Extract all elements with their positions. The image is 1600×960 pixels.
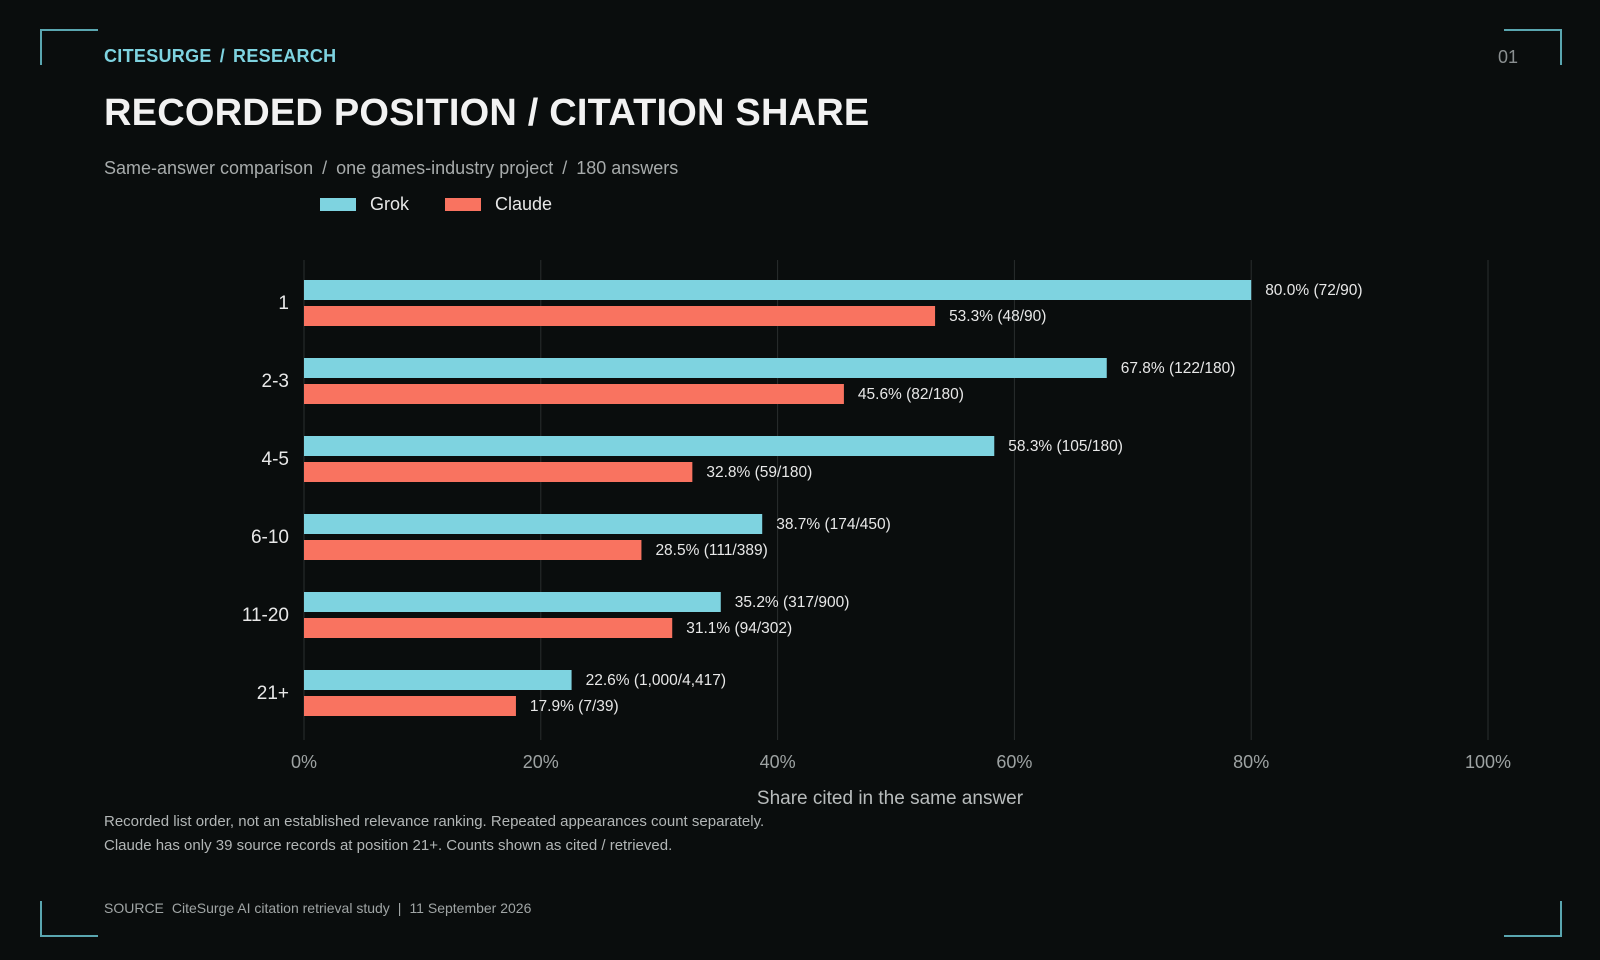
source-line: SOURCE CiteSurge AI citation retrieval st…	[104, 900, 531, 916]
bar-claude	[304, 306, 936, 326]
legend-swatch-claude	[445, 198, 482, 211]
source-date: 11 September 2026	[409, 900, 532, 916]
chart-legend: Grok Claude	[320, 194, 588, 215]
data-label: 53.3% (48/90)	[949, 308, 1046, 325]
data-label: 45.6% (82/180)	[858, 386, 964, 403]
source-label: SOURCE	[104, 900, 164, 916]
bar-claude	[304, 618, 673, 638]
y-category-label: 4-5	[262, 449, 289, 470]
data-label: 38.7% (174/450)	[776, 516, 891, 533]
breadcrumb-section: RESEARCH	[233, 46, 337, 66]
bar-grok	[304, 436, 995, 456]
x-tick-label: 80%	[1233, 752, 1269, 772]
bar-claude	[304, 462, 693, 482]
note-line: Recorded list order, not an established …	[104, 813, 765, 830]
y-category-label: 1	[278, 293, 289, 314]
data-label: 58.3% (105/180)	[1008, 438, 1123, 455]
x-axis-label: Share cited in the same answer	[757, 788, 1024, 809]
x-tick-label: 40%	[760, 752, 796, 772]
subtitle-part: Same-answer comparison	[104, 158, 314, 178]
bar-grok	[304, 670, 572, 690]
y-category-label: 2-3	[262, 371, 289, 392]
data-label: 22.6% (1,000/4,417)	[586, 672, 726, 689]
data-label: 28.5% (111/389)	[655, 542, 767, 559]
breadcrumb-separator: /	[219, 46, 226, 66]
subtitle-separator: /	[322, 158, 328, 178]
x-tick-label: 0%	[291, 752, 317, 772]
data-label: 31.1% (94/302)	[686, 620, 792, 637]
bar-claude	[304, 696, 516, 716]
bar-grok	[304, 514, 763, 534]
frame-corner-top-right	[1504, 29, 1562, 65]
bar-chart: 0% 20% 40% 60% 80% 100% Share cited in the sam…	[242, 260, 1511, 809]
y-category-label: 11-20	[242, 605, 289, 626]
data-label: 67.8% (122/180)	[1121, 360, 1236, 377]
x-tick-label: 100%	[1465, 752, 1511, 772]
source-text: CiteSurge AI citation retrieval study	[171, 900, 390, 916]
data-label: 80.0% (72/90)	[1265, 282, 1362, 299]
page-number: 01	[1497, 47, 1518, 67]
note-line: Claude has only 39 source records at pos…	[104, 837, 673, 854]
legend-label-grok: Grok	[370, 194, 410, 214]
subtitle-part: 180 answers	[576, 158, 679, 178]
x-tick-label: 60%	[996, 752, 1032, 772]
data-label: 35.2% (317/900)	[735, 594, 850, 611]
legend-item-grok: Grok	[320, 194, 409, 215]
subtitle: Same-answer comparison / one games-industr…	[104, 158, 678, 179]
frame-corner-bottom-right	[1504, 901, 1562, 937]
y-category-label: 6-10	[251, 527, 289, 548]
bar-claude	[304, 384, 844, 404]
breadcrumb-brand: CITESURGE	[104, 46, 212, 66]
bar-grok	[304, 592, 721, 612]
bar-grok	[304, 280, 1252, 300]
x-tick-label: 20%	[523, 752, 559, 772]
frame-corner-top-left	[40, 29, 98, 65]
legend-item-claude: Claude	[445, 194, 552, 215]
bar-grok	[304, 358, 1107, 378]
data-label: 32.8% (59/180)	[706, 464, 812, 481]
frame-corner-bottom-left	[40, 901, 98, 937]
legend-swatch-grok	[320, 198, 356, 211]
legend-label-claude: Claude	[495, 194, 553, 214]
data-label: 17.9% (7/39)	[530, 698, 619, 715]
subtitle-part: one games-industry project	[336, 158, 554, 178]
subtitle-separator: /	[562, 158, 568, 178]
chart-notes: Recorded list order, not an established …	[104, 810, 764, 858]
bar-claude	[304, 540, 642, 560]
source-separator: |	[397, 900, 402, 916]
page-title: RECORDED POSITION / CITATION SHARE	[104, 92, 870, 134]
y-category-label: 21+	[257, 683, 289, 704]
breadcrumb: CITESURGE / RESEARCH	[104, 46, 336, 67]
